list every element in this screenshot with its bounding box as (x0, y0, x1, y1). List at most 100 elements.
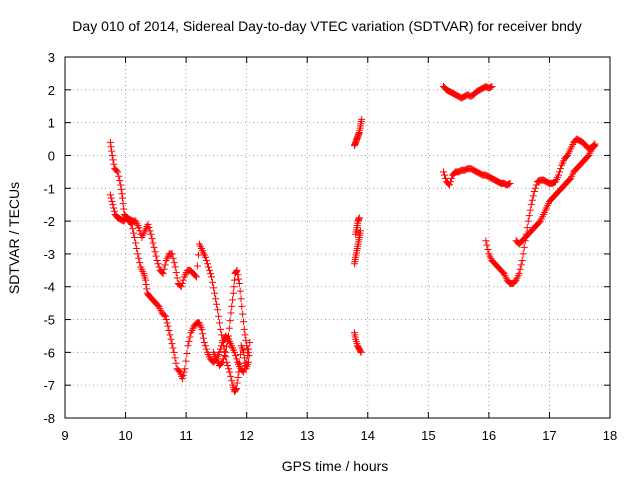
data-point-marker (219, 355, 227, 363)
series-arc-11 (512, 142, 599, 248)
series-arc-8 (439, 83, 496, 102)
data-point-marker (198, 325, 206, 333)
data-point-marker (235, 275, 243, 283)
series-arc-10 (482, 135, 599, 287)
data-point-marker (355, 214, 363, 222)
data-point-marker (520, 243, 528, 251)
data-point-marker (116, 177, 124, 185)
data-point-marker (528, 196, 536, 204)
data-point-marker (178, 375, 186, 383)
data-point-marker (210, 284, 218, 292)
data-point-marker (439, 168, 447, 176)
data-markers (106, 83, 599, 396)
data-point-marker (245, 352, 253, 360)
data-point-marker (557, 165, 565, 173)
data-point-marker (208, 273, 216, 281)
data-point-marker (214, 306, 222, 314)
data-point-marker (357, 347, 365, 355)
series-arc-7 (350, 329, 365, 356)
data-point-marker (193, 262, 201, 270)
data-point-marker (150, 243, 158, 251)
data-point-marker (109, 201, 117, 209)
y-tick-label: -1 (43, 181, 55, 196)
data-point-marker (223, 337, 231, 345)
data-point-marker (232, 386, 240, 394)
data-point-marker (523, 224, 531, 232)
x-tick-label: 16 (482, 428, 496, 443)
x-tick-label: 15 (421, 428, 435, 443)
data-point-marker (194, 251, 202, 259)
data-point-marker (192, 273, 200, 281)
x-axis-label: GPS time / hours (282, 458, 389, 474)
data-point-marker (202, 345, 210, 353)
data-point-marker (591, 142, 599, 150)
x-tick-label: 11 (179, 428, 193, 443)
data-point-marker (117, 181, 125, 189)
data-point-marker (170, 348, 178, 356)
data-point-marker (233, 355, 241, 363)
data-point-marker (488, 83, 496, 91)
data-point-marker (225, 332, 232, 340)
data-point-marker (224, 361, 232, 369)
data-point-marker (529, 192, 537, 200)
data-point-marker (448, 174, 456, 182)
data-point-marker (530, 188, 538, 196)
data-point-marker (240, 354, 248, 362)
data-point-marker (206, 266, 214, 274)
data-point-marker (164, 322, 172, 330)
data-point-marker (107, 143, 115, 151)
y-tick-label: -8 (43, 411, 55, 426)
data-point-marker (142, 276, 150, 284)
y-tick-label: 0 (48, 148, 55, 163)
data-point-marker (201, 253, 209, 261)
x-tick-label: 9 (61, 428, 68, 443)
x-tick-labels: 9 10 11 12 13 14 15 16 17 18 (61, 428, 617, 443)
series-arc-3 (209, 266, 253, 369)
x-tick-label: 18 (603, 428, 617, 443)
series-arc-5 (350, 227, 365, 268)
data-point-marker (235, 368, 243, 376)
data-point-marker (531, 184, 539, 192)
data-point-marker (179, 371, 187, 379)
data-point-marker (526, 206, 534, 214)
data-point-marker (182, 357, 190, 365)
data-point-marker (144, 220, 152, 228)
y-tick-label: 3 (48, 50, 55, 65)
data-point-marker (171, 354, 179, 362)
data-point-marker (221, 348, 229, 356)
axis-ticks (64, 56, 611, 419)
plot-frame (64, 56, 611, 419)
data-point-marker (358, 115, 366, 123)
data-point-marker (234, 374, 242, 382)
x-tick-label: 10 (118, 428, 132, 443)
data-point-marker (229, 296, 237, 304)
data-point-marker (226, 368, 234, 376)
data-point-marker (201, 342, 209, 350)
data-point-marker (107, 194, 115, 202)
data-point-marker (110, 204, 118, 212)
data-point-marker (166, 331, 174, 339)
data-point-marker (235, 279, 243, 287)
data-point-marker (152, 252, 160, 260)
data-point-marker (142, 281, 150, 289)
data-point-marker (228, 377, 236, 385)
data-point-marker (218, 331, 226, 339)
y-tick-label: -4 (43, 280, 55, 295)
data-point-marker (216, 319, 224, 327)
data-point-marker (129, 225, 137, 233)
data-point-marker (119, 194, 127, 202)
data-point-marker (590, 143, 598, 151)
grid-lines (65, 57, 610, 418)
data-point-marker (516, 265, 524, 273)
data-point-marker (222, 343, 230, 351)
data-point-marker (147, 230, 155, 238)
chart-title: Day 010 of 2014, Sidereal Day-to-day VTE… (72, 18, 581, 34)
y-axis-label: SDTVAR / TECUs (6, 182, 22, 294)
data-point-marker (240, 325, 248, 333)
data-point-marker (179, 276, 187, 284)
data-point-marker (109, 156, 117, 164)
data-point-marker (108, 151, 116, 159)
data-point-marker (215, 348, 223, 356)
data-point-marker (135, 224, 143, 232)
